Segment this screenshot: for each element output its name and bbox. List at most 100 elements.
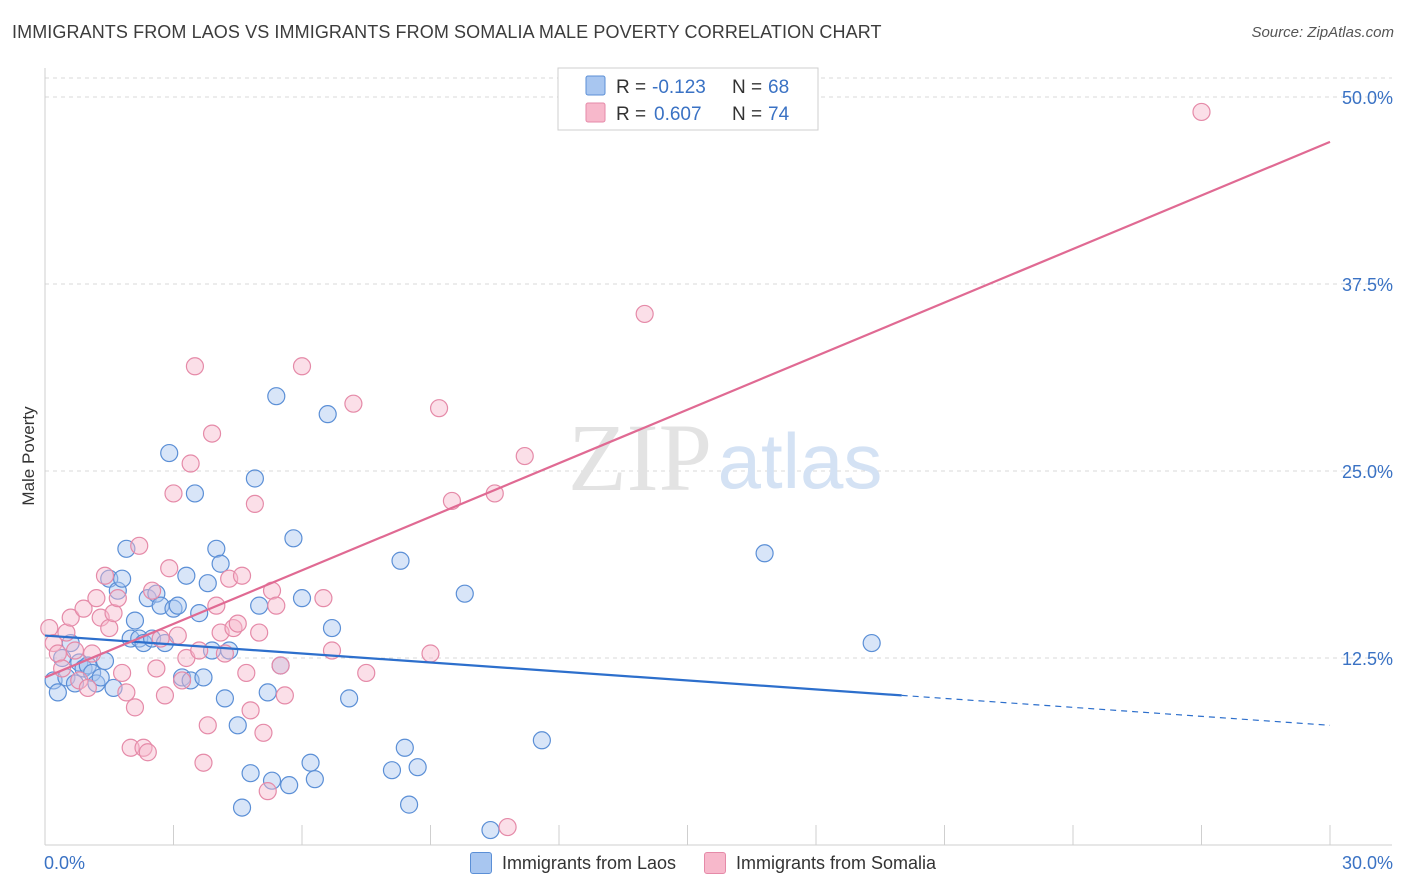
legend-swatch-laos xyxy=(469,852,492,874)
laos-point-67 xyxy=(755,544,774,563)
laos-point-64 xyxy=(455,584,474,603)
somalia-point-36 xyxy=(194,753,213,772)
stats-n-label-laos: N = xyxy=(732,77,762,98)
laos-point-31 xyxy=(177,566,196,585)
chart-title: IMMIGRANTS FROM LAOS VS IMMIGRANTS FROM … xyxy=(12,22,882,42)
somalia-point-66 xyxy=(515,446,534,466)
somalia-point-21 xyxy=(130,536,149,555)
somalia-point-62 xyxy=(429,399,449,418)
stats-swatch-laos xyxy=(585,75,606,96)
stats-r-value-laos: -0.123 xyxy=(652,77,706,98)
trend-line-laos xyxy=(44,634,902,697)
somalia-point-37 xyxy=(198,716,217,735)
y-tick-label-1: 25.0% xyxy=(1342,462,1393,482)
stats-n-value-somalia: 74 xyxy=(768,104,790,125)
laos-point-58 xyxy=(340,689,359,708)
somalia-point-50 xyxy=(254,723,273,742)
laos-point-60 xyxy=(391,551,410,570)
laos-point-56 xyxy=(318,405,337,424)
laos-point-65 xyxy=(481,820,500,840)
laos-point-35 xyxy=(194,668,213,687)
somalia-point-59 xyxy=(344,394,363,413)
stats-r-label-laos: R = xyxy=(616,77,646,98)
somalia-point-65 xyxy=(498,817,517,837)
laos-point-55 xyxy=(305,770,324,789)
series-somalia-points xyxy=(40,102,1211,837)
somalia-point-17 xyxy=(112,663,132,683)
somalia-point-9 xyxy=(78,678,97,698)
laos-point-62 xyxy=(399,795,419,814)
somalia-point-0 xyxy=(40,618,59,638)
bottom-legend: Immigrants from Laos Immigrants from Som… xyxy=(0,852,1406,874)
watermark-zip: ZIP xyxy=(568,404,712,511)
laos-point-15 xyxy=(108,581,127,600)
axes xyxy=(44,68,1392,846)
somalia-point-54 xyxy=(271,656,290,675)
x-tick-label-0: 0.0% xyxy=(44,853,85,873)
somalia-point-35 xyxy=(190,641,209,660)
trend-lines xyxy=(44,140,1331,726)
somalia-point-46 xyxy=(237,663,256,683)
stats-r-label-somalia: R = xyxy=(616,104,646,125)
somalia-point-19 xyxy=(121,738,140,757)
somalia-point-18 xyxy=(117,683,136,702)
x-tick-label-1: 30.0% xyxy=(1342,853,1393,873)
somalia-point-30 xyxy=(168,626,187,645)
laos-point-40 xyxy=(215,689,234,708)
somalia-point-8 xyxy=(74,599,93,618)
legend-item-laos: Immigrants from Laos xyxy=(469,852,676,874)
y-tick-labels: 12.5% 25.0% 37.5% 50.0% xyxy=(1342,88,1393,669)
laos-point-33 xyxy=(185,484,205,503)
somalia-point-49 xyxy=(250,623,269,642)
laos-point-27 xyxy=(160,443,179,463)
somalia-point-55 xyxy=(275,686,294,705)
somalia-point-45 xyxy=(232,566,252,585)
laos-point-43 xyxy=(232,798,252,817)
laos-point-19 xyxy=(125,611,145,630)
somalia-point-47 xyxy=(241,701,260,720)
trend-line-laos-extension xyxy=(901,694,1331,726)
laos-point-29 xyxy=(168,596,187,615)
y-axis-label: Male Poverty xyxy=(19,406,38,506)
stats-legend: R = -0.123 N = 68 R = 0.607 N = 74 xyxy=(557,67,819,131)
somalia-point-29 xyxy=(164,484,183,503)
laos-point-48 xyxy=(262,771,282,790)
somalia-point-61 xyxy=(421,644,440,663)
somalia-point-13 xyxy=(95,566,115,585)
legend-label-somalia: Immigrants from Somalia xyxy=(736,852,937,873)
somalia-point-60 xyxy=(357,663,376,683)
somalia-point-51 xyxy=(258,782,277,801)
somalia-point-16 xyxy=(108,589,127,608)
laos-point-45 xyxy=(245,469,264,488)
somalia-point-20 xyxy=(125,698,145,717)
laos-point-44 xyxy=(241,764,260,783)
laos-point-54 xyxy=(301,753,320,772)
laos-point-52 xyxy=(284,529,303,548)
somalia-point-6 xyxy=(65,641,85,660)
stats-n-label-somalia: N = xyxy=(732,104,762,125)
y-tick-label-0: 12.5% xyxy=(1342,649,1393,669)
y-tick-label-2: 37.5% xyxy=(1342,275,1393,295)
laos-point-53 xyxy=(292,589,312,608)
laos-point-46 xyxy=(250,596,269,615)
legend-swatch-somalia xyxy=(704,852,726,874)
somalia-point-28 xyxy=(160,559,179,578)
stats-n-value-laos: 68 xyxy=(768,77,789,98)
laos-point-63 xyxy=(408,758,427,777)
watermark: ZIP atlas xyxy=(568,404,882,511)
somalia-point-38 xyxy=(202,424,222,443)
laos-point-57 xyxy=(322,618,342,638)
somalia-point-68 xyxy=(1192,102,1211,122)
laos-point-36 xyxy=(198,574,217,593)
somalia-point-34 xyxy=(185,357,205,376)
legend-item-somalia: Immigrants from Somalia xyxy=(704,852,936,874)
somalia-point-44 xyxy=(228,614,247,633)
somalia-point-25 xyxy=(147,659,166,678)
y-tick-label-3: 50.0% xyxy=(1342,88,1393,108)
laos-point-16 xyxy=(112,569,132,588)
somalia-point-5 xyxy=(61,608,80,627)
laos-point-39 xyxy=(211,554,230,573)
somalia-point-11 xyxy=(87,589,106,608)
somalia-point-15 xyxy=(104,604,123,623)
laos-point-47 xyxy=(258,683,277,702)
